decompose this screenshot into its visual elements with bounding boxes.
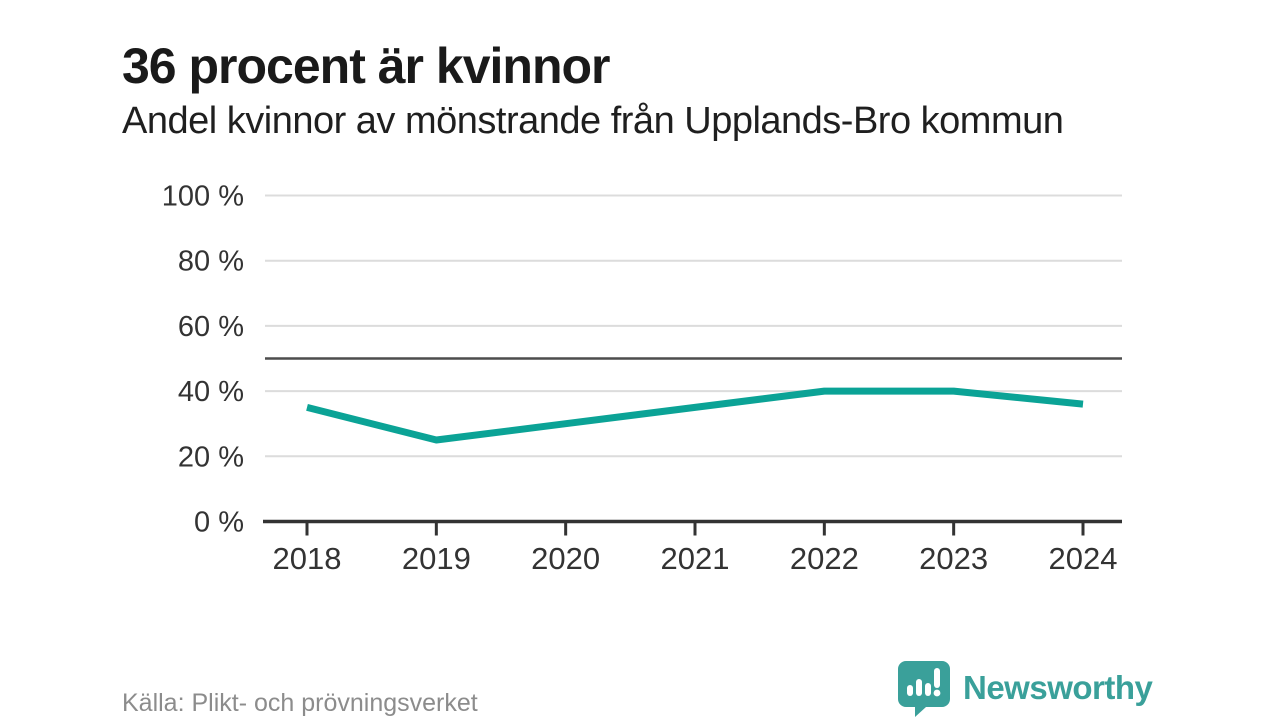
y-tick-label: 40 % [178, 376, 244, 408]
newsworthy-wordmark: Newsworthy [963, 669, 1153, 706]
y-tick-label: 0 % [194, 507, 244, 539]
y-tick-label: 80 % [178, 246, 244, 278]
x-tick-label: 2023 [919, 541, 988, 576]
y-tick-label: 60 % [178, 311, 244, 343]
y-tick-label: 100 % [162, 181, 244, 213]
chart-subtitle: Andel kvinnor av mönstrande från Uppland… [122, 100, 1064, 142]
x-tick-label: 2022 [790, 541, 859, 576]
x-tick-label: 2019 [402, 541, 471, 576]
y-tick-label: 20 % [178, 441, 244, 473]
newsworthy-logo: Newsworthy [896, 659, 1153, 722]
data-line-share-women [306, 387, 1084, 444]
page-title: 36 procent är kvinnor [122, 37, 610, 94]
x-tick-label: 2021 [661, 541, 730, 576]
x-tick-label: 2024 [1049, 541, 1118, 576]
source-note: Källa: Plikt- och prövningsverket [122, 689, 478, 717]
x-tick-label: 2018 [273, 541, 342, 576]
newsworthy-bubble-chart-icon [896, 659, 952, 722]
x-tick-label: 2020 [531, 541, 600, 576]
